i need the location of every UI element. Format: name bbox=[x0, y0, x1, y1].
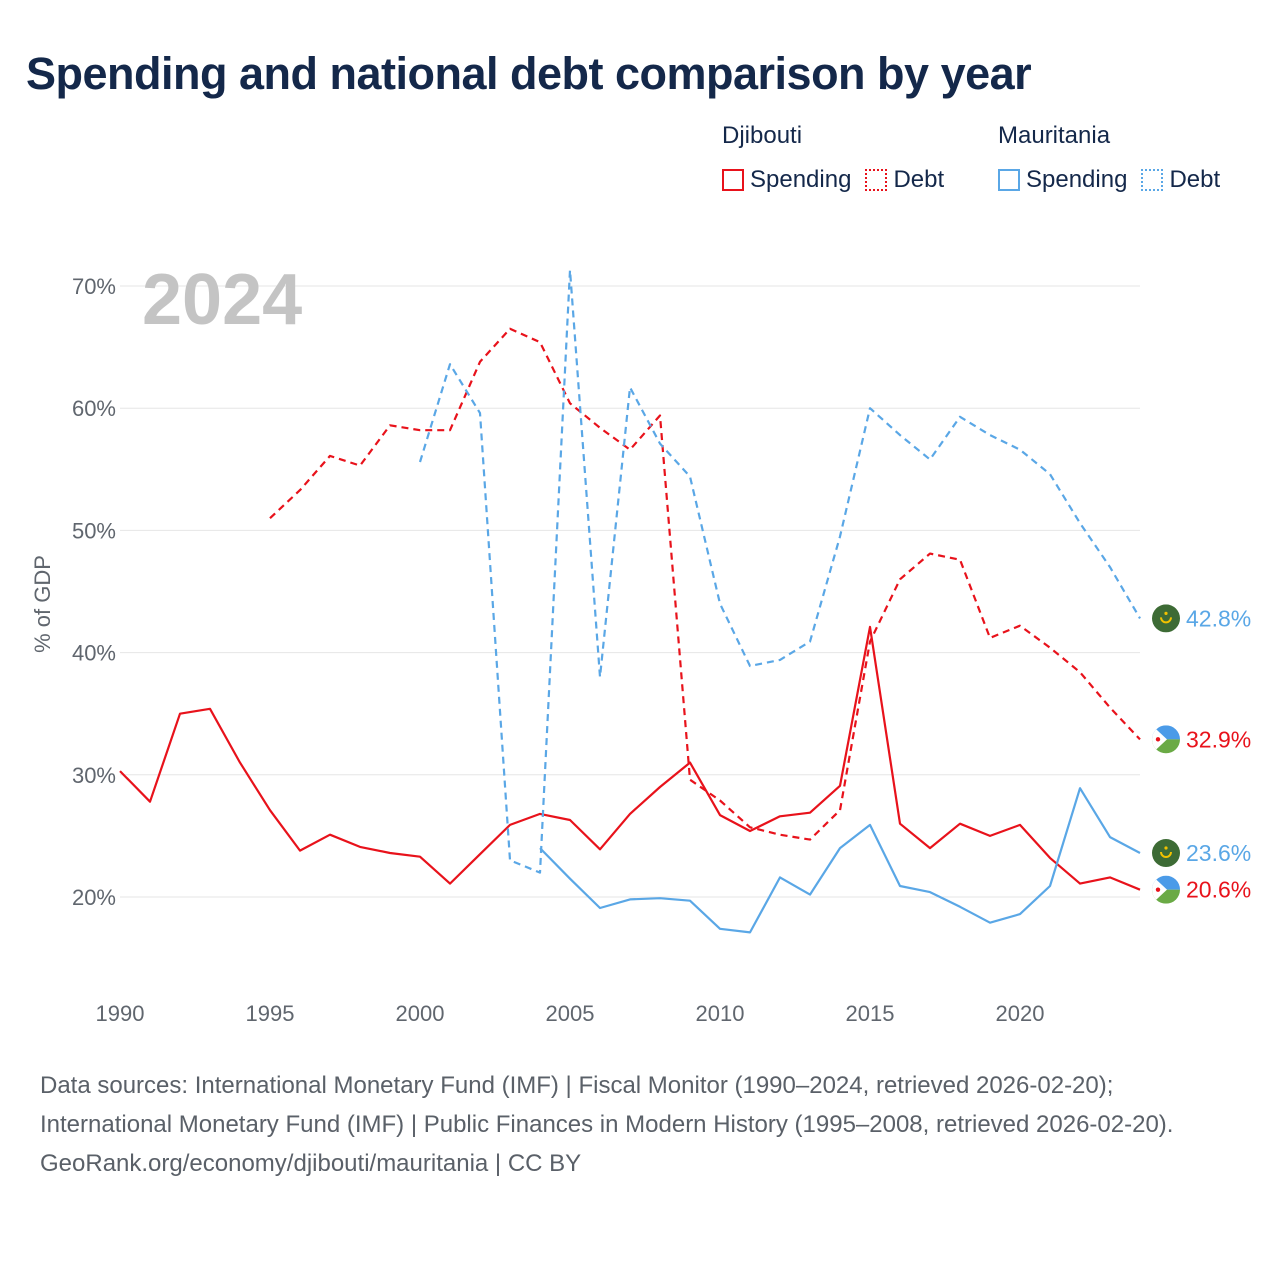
line-chart: 2024 20% 30% 40% 50% 60% 70% 1990 1995 2000 2005… bbox=[30, 260, 1251, 1026]
line-djibouti-debt bbox=[269, 327, 1141, 841]
end-value-label: 23.6% bbox=[1186, 840, 1251, 866]
legend-item-mauritania-debt[interactable]: Debt bbox=[1141, 166, 1220, 194]
credit-link[interactable]: GeoRank.org/economy/djibouti/mauritania … bbox=[40, 1150, 582, 1177]
line-mauritania-spending bbox=[539, 787, 1141, 934]
end-markers: 20.6% 32.9% 23.6% 42.8% bbox=[1152, 604, 1251, 904]
legend-swatch-solid bbox=[998, 169, 1020, 191]
y-tick-label: 60% bbox=[72, 396, 116, 421]
legend-item-djibouti-debt[interactable]: Debt bbox=[865, 166, 944, 194]
y-tick-label: 40% bbox=[72, 641, 116, 666]
chart-title: Spending and national debt comparison by… bbox=[26, 48, 1032, 99]
legend-item-mauritania-spending[interactable]: Spending bbox=[998, 166, 1127, 194]
x-tick-label: 2000 bbox=[396, 1001, 445, 1026]
x-axis: 1990 1995 2000 2005 2010 2015 2020 bbox=[96, 1001, 1045, 1026]
series-lines bbox=[119, 269, 1141, 934]
end-value-label: 20.6% bbox=[1186, 877, 1251, 903]
mauritania-flag-icon bbox=[1152, 839, 1180, 868]
mauritania-flag-icon bbox=[1152, 604, 1180, 633]
x-tick-label: 2005 bbox=[546, 1001, 595, 1026]
djibouti-flag-icon bbox=[1152, 725, 1180, 754]
legend-item-label: Debt bbox=[1169, 166, 1221, 193]
x-tick-label: 2015 bbox=[846, 1001, 895, 1026]
end-value-label: 42.8% bbox=[1186, 605, 1251, 631]
y-tick-label: 50% bbox=[72, 518, 116, 543]
legend-country-label: Mauritania bbox=[998, 122, 1111, 149]
x-tick-label: 1995 bbox=[246, 1001, 295, 1026]
y-tick-label: 70% bbox=[72, 274, 116, 299]
y-axis: 20% 30% 40% 50% 60% 70% bbox=[72, 274, 116, 910]
end-marker: 42.8% bbox=[1152, 604, 1251, 633]
djibouti-flag-icon bbox=[1152, 875, 1180, 904]
line-mauritania-debt bbox=[418, 269, 1141, 874]
legend-swatch-dotted bbox=[865, 169, 888, 191]
end-value-label: 32.9% bbox=[1186, 726, 1251, 752]
legend-item-label: Debt bbox=[893, 166, 945, 193]
legend-group-mauritania: Mauritania Spending Debt bbox=[998, 122, 1234, 194]
footer: Data sources: International Monetary Fun… bbox=[40, 1066, 1250, 1183]
legend-item-label: Spending bbox=[1026, 166, 1128, 193]
x-tick-label: 1990 bbox=[96, 1001, 145, 1026]
y-tick-label: 30% bbox=[72, 763, 116, 788]
x-tick-label: 2010 bbox=[696, 1001, 745, 1026]
data-sources: Data sources: International Monetary Fun… bbox=[40, 1072, 1174, 1138]
legend-group-djibouti: Djibouti Spending Debt bbox=[722, 122, 958, 194]
legend-item-djibouti-spending[interactable]: Spending bbox=[722, 166, 851, 194]
end-marker: 32.9% bbox=[1152, 725, 1251, 754]
legend-country-label: Djibouti bbox=[722, 122, 803, 149]
legend-swatch-dotted bbox=[1141, 169, 1164, 191]
legend-swatch-solid bbox=[722, 169, 744, 191]
y-axis-label: % of GDP bbox=[30, 555, 55, 653]
end-marker: 23.6% bbox=[1152, 839, 1251, 868]
y-tick-label: 20% bbox=[72, 885, 116, 910]
gridlines bbox=[120, 285, 1140, 898]
year-watermark: 2024 bbox=[142, 260, 302, 340]
legend-item-label: Spending bbox=[750, 166, 852, 193]
line-djibouti-spending bbox=[119, 625, 1141, 891]
end-marker: 20.6% bbox=[1152, 875, 1251, 904]
x-tick-label: 2020 bbox=[996, 1001, 1045, 1026]
